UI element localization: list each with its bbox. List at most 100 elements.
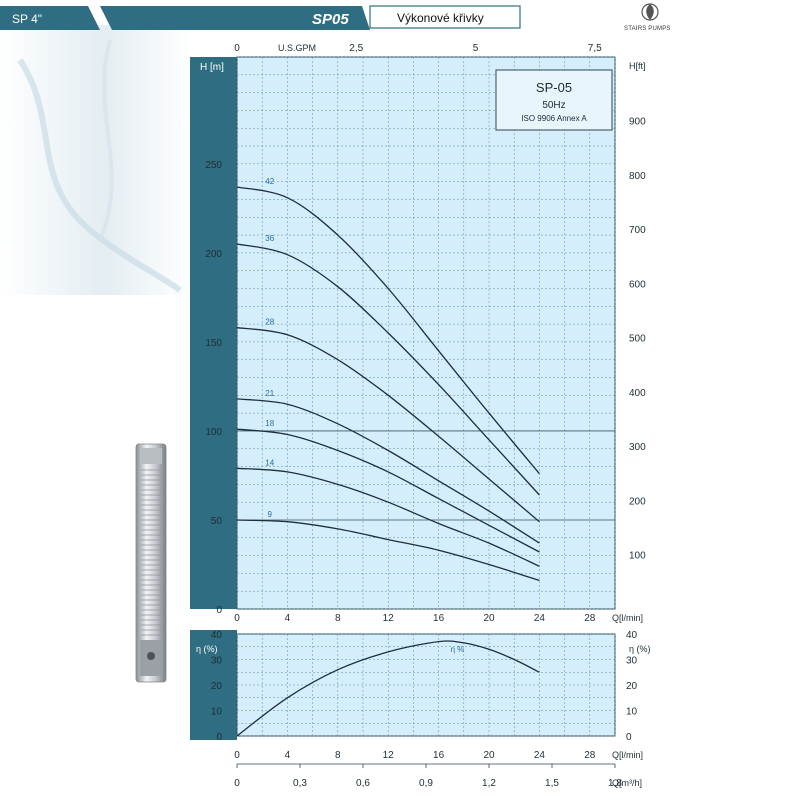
x-axis-label-top: U.S.GPM bbox=[278, 43, 316, 53]
head-curve-9 bbox=[236, 519, 540, 582]
curve-label-28: 28 bbox=[265, 318, 274, 327]
water-splash-background bbox=[0, 25, 190, 295]
eff-x-tick-bottom: 28 bbox=[584, 750, 596, 761]
flow-m3h-tick-label: 1,2 bbox=[482, 778, 496, 789]
eff-y-axis-label-right: η (%) bbox=[629, 644, 651, 654]
eff-x-tick-bottom: 16 bbox=[433, 750, 445, 761]
left-axis-band bbox=[190, 57, 237, 609]
eff-y-tick-right: 20 bbox=[626, 681, 638, 692]
legend-box: SP-05 50Hz ISO 9906 Annex A bbox=[495, 69, 613, 131]
y-tick-right: 700 bbox=[629, 225, 646, 236]
water-splash-stroke bbox=[17, 58, 182, 293]
curve-label-18: 18 bbox=[265, 419, 274, 428]
eff-x-tick-bottom: 24 bbox=[534, 750, 546, 761]
pump-illustration bbox=[135, 443, 167, 683]
eff-y-tick-right: 40 bbox=[626, 630, 638, 641]
water-splash-stroke-2 bbox=[98, 39, 114, 241]
y-tick-right: 200 bbox=[629, 496, 646, 507]
eff-y-tick-left: 10 bbox=[211, 707, 223, 718]
curve-label-36: 36 bbox=[265, 234, 274, 243]
x-tick-bottom: 28 bbox=[584, 613, 596, 624]
flow-m3h-tick-label: 0,6 bbox=[356, 778, 370, 789]
pump-body bbox=[135, 443, 167, 683]
logo-swirl-icon bbox=[646, 4, 654, 20]
y-axis-label-left: H [m] bbox=[200, 62, 224, 73]
x-tick-top: 2,5 bbox=[349, 43, 363, 54]
y-tick-left: 50 bbox=[211, 516, 223, 527]
flow-m3h-axis-label: Q[m³/h] bbox=[612, 778, 642, 788]
flow-m3h-tick-label: 0,9 bbox=[419, 778, 433, 789]
legend-model: SP-05 bbox=[536, 80, 572, 95]
pump-grooves bbox=[141, 469, 161, 636]
eff-x-tick-bottom: 4 bbox=[285, 750, 291, 761]
eff-y-tick-right: 0 bbox=[626, 732, 632, 743]
x-tick-top: 5 bbox=[473, 43, 479, 54]
pump-top-cap bbox=[140, 448, 162, 464]
legend-standard: ISO 9906 Annex A bbox=[521, 114, 587, 123]
head-curve-14 bbox=[236, 467, 540, 567]
x-tick-bottom: 24 bbox=[534, 613, 546, 624]
eff-y-tick-left: 0 bbox=[216, 732, 222, 743]
x-axis-label-bottom: Q[l/min] bbox=[612, 613, 643, 623]
y-tick-left: 100 bbox=[205, 427, 222, 438]
efficiency-curve bbox=[236, 640, 540, 737]
legend-box-frame bbox=[495, 69, 613, 131]
y-tick-right: 800 bbox=[629, 171, 646, 182]
head-curve-18 bbox=[236, 428, 540, 553]
eff-y-tick-right: 10 bbox=[626, 707, 638, 718]
head-curve-36 bbox=[236, 243, 540, 496]
model-tab bbox=[100, 6, 370, 30]
y-tick-left: 200 bbox=[205, 249, 222, 260]
eff-x-tick-bottom: 8 bbox=[335, 750, 341, 761]
flow-m3h-tick-label: 0 bbox=[234, 778, 240, 789]
legend-frequency: 50Hz bbox=[542, 100, 565, 111]
series-tab-label: SP 4" bbox=[12, 12, 42, 26]
eff-y-axis-label-left: η (%) bbox=[196, 644, 218, 654]
eff-y-tick-left: 30 bbox=[211, 656, 223, 667]
y-tick-right: 900 bbox=[629, 117, 646, 128]
eff-x-tick-bottom: 12 bbox=[383, 750, 395, 761]
y-tick-right: 300 bbox=[629, 442, 646, 453]
series-tab bbox=[0, 6, 100, 30]
title-box bbox=[369, 5, 521, 29]
curve-label-42: 42 bbox=[265, 177, 274, 186]
x-tick-bottom: 4 bbox=[285, 613, 291, 624]
x-tick-bottom: 16 bbox=[433, 613, 445, 624]
head-curve-28 bbox=[236, 327, 540, 523]
flow-m3h-tick-label: 1,5 bbox=[545, 778, 559, 789]
page-title: Výkonové křivky bbox=[397, 11, 484, 25]
x-tick-bottom: 0 bbox=[234, 613, 240, 624]
y-tick-right: 400 bbox=[629, 388, 646, 399]
efficiency-curve-label: η % bbox=[451, 645, 465, 654]
head-curve-42 bbox=[236, 186, 540, 475]
curve-label-14: 14 bbox=[265, 458, 274, 467]
eff-y-tick-right: 30 bbox=[626, 656, 638, 667]
eff-y-tick-left: 20 bbox=[211, 681, 223, 692]
eff-y-tick-left: 40 bbox=[211, 630, 223, 641]
x-tick-bottom: 12 bbox=[383, 613, 395, 624]
logo-text: STAIRS PUMPS bbox=[624, 26, 671, 32]
efficiency-chart: 0 0 10 10 20 20 30 30 40 40 η (%) η (%) 0 4 8 12 16 20 24 2… bbox=[190, 630, 651, 789]
x-tick-top: 7,5 bbox=[588, 43, 602, 54]
y-tick-right: 500 bbox=[629, 334, 646, 345]
eff-x-tick-bottom: 0 bbox=[234, 750, 240, 761]
x-tick-bottom: 8 bbox=[335, 613, 341, 624]
curve-label-21: 21 bbox=[265, 389, 274, 398]
brand-logo: STAIRS PUMPS bbox=[624, 3, 671, 32]
y-tick-left: 250 bbox=[205, 160, 222, 171]
curve-label-9: 9 bbox=[268, 510, 273, 519]
eff-left-axis-band bbox=[190, 630, 237, 740]
flow-m3h-tick-label: 1,8 bbox=[608, 778, 622, 789]
y-axis-label-right: H[ft] bbox=[629, 61, 646, 71]
head-curve-chart: H [m]050100150200250H[ft]100200300400500… bbox=[190, 43, 646, 624]
y-tick-left: 0 bbox=[216, 605, 222, 616]
x-tick-bottom: 20 bbox=[483, 613, 495, 624]
x-tick-top: 0 bbox=[234, 43, 240, 54]
flow-m3h-tick-label: 0,3 bbox=[293, 778, 307, 789]
head-curve-21 bbox=[236, 398, 540, 544]
y-tick-left: 150 bbox=[205, 338, 222, 349]
model-tab-label: SP05 bbox=[312, 11, 349, 28]
y-tick-right: 100 bbox=[629, 551, 646, 562]
eff-x-tick-bottom: 20 bbox=[483, 750, 495, 761]
